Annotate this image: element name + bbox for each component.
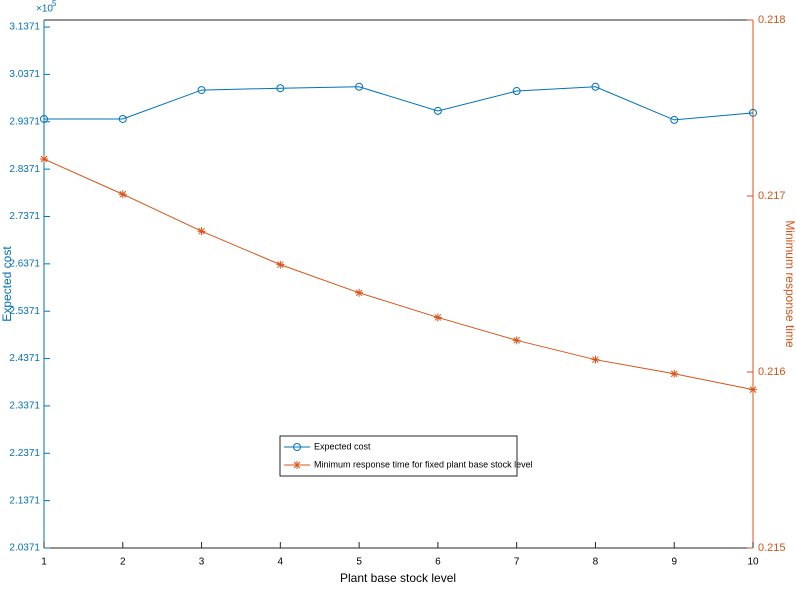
y-tick-label: 3.1371 — [9, 22, 40, 33]
point — [118, 114, 127, 123]
legend — [279, 435, 518, 477]
x-tick-label: 5 — [356, 557, 362, 568]
x-tick-label: 1 — [41, 557, 47, 568]
x-tick-label: 9 — [671, 557, 677, 568]
point — [512, 87, 521, 96]
x-tick-label: 8 — [593, 557, 599, 568]
point — [433, 313, 442, 322]
y-tick-label: 2.8371 — [9, 164, 40, 175]
y2-tick-label: 0.215 — [758, 542, 786, 554]
point — [670, 369, 679, 378]
y-exponent: ×10 — [36, 4, 53, 15]
x-axis-label: Plant base stock level — [340, 571, 456, 585]
legend-label: Expected cost — [314, 441, 371, 451]
y-tick-label: 2.0371 — [9, 543, 40, 554]
y2-tick-label: 0.216 — [758, 366, 786, 378]
y-exponent-power: 5 — [52, 0, 57, 8]
y-tick-label: 2.7371 — [9, 211, 40, 222]
y-tick-label: 2.1371 — [9, 495, 40, 506]
x-tick-label: 3 — [199, 557, 205, 568]
y-tick-label: 2.6371 — [9, 258, 40, 269]
y2-axis-label: Minimum response time — [783, 220, 796, 348]
point — [276, 84, 285, 93]
legend-label: Minimum response time for fixed plant ba… — [314, 459, 533, 469]
point — [355, 288, 364, 297]
point — [276, 260, 285, 269]
point — [197, 227, 206, 236]
x-tick-label: 10 — [747, 557, 759, 568]
y-tick-label: 2.2371 — [9, 448, 40, 459]
legend-marker — [293, 461, 301, 469]
series-line — [44, 86, 754, 121]
x-tick-label: 4 — [278, 557, 284, 568]
y2-tick-label: 0.218 — [758, 14, 786, 26]
y-axis-label: Expected cost — [0, 246, 14, 322]
point — [591, 82, 600, 91]
point — [40, 114, 48, 123]
point — [749, 108, 757, 117]
point — [355, 82, 364, 91]
y-tick-label: 2.4371 — [9, 353, 40, 364]
x-tick-label: 2 — [120, 557, 126, 568]
point — [670, 115, 679, 124]
y2-tick-label: 0.217 — [758, 190, 786, 202]
point — [749, 385, 757, 394]
y-tick-label: 3.0371 — [9, 69, 40, 80]
x-tick-label: 6 — [435, 557, 441, 568]
point — [433, 106, 442, 115]
point — [197, 86, 206, 95]
y-tick-label: 2.9371 — [9, 116, 40, 127]
x-tick-label: 7 — [514, 557, 520, 568]
y-tick-label: 2.3371 — [9, 401, 40, 412]
y-tick-label: 2.5371 — [9, 306, 40, 317]
point — [40, 155, 48, 164]
legend-marker — [293, 443, 301, 451]
series-line — [43, 158, 754, 391]
point — [512, 336, 521, 345]
point — [591, 355, 600, 364]
point — [118, 190, 127, 199]
